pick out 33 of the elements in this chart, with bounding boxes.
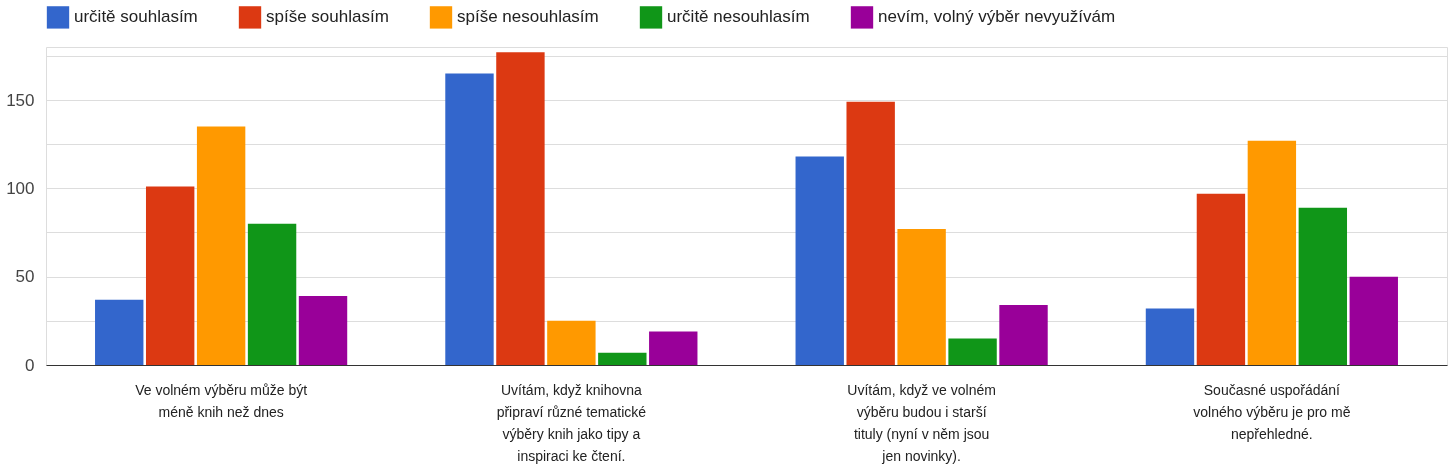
bar xyxy=(145,186,195,365)
bar xyxy=(598,352,647,365)
legend-label: spíše nesouhlasím xyxy=(457,7,599,27)
bar xyxy=(897,228,946,365)
bar xyxy=(196,126,246,365)
bar xyxy=(795,156,844,365)
bar xyxy=(1349,276,1398,365)
bar xyxy=(247,223,297,365)
bar xyxy=(1247,140,1297,365)
bar xyxy=(1298,207,1348,365)
legend-label: určitě nesouhlasím xyxy=(667,7,810,27)
bar xyxy=(496,52,545,365)
bar xyxy=(547,320,596,365)
x-tick-label: Současné uspořádání volného výběru je pro mě nepřehledné. xyxy=(1193,381,1351,442)
bar xyxy=(948,338,997,365)
x-tick-label: Uvítám, když ve volném výběru budou i starší tituly (nyní v něm jsou jen novinky). xyxy=(847,381,996,464)
x-tick-label: Ve volném výběru může být méně knih než dnes xyxy=(135,381,308,420)
x-tick-label: Uvítám, když knihovna připraví různé tematické výběry knih jako tipy a inspiraci ke čtení. xyxy=(496,381,647,464)
legend-label: nevím, volný výběr nevyužívám xyxy=(878,7,1116,27)
bar xyxy=(1196,193,1246,365)
bar xyxy=(999,304,1048,365)
y-tick-label: 100 xyxy=(6,178,35,198)
bar xyxy=(298,296,348,365)
bar xyxy=(445,73,494,365)
bar xyxy=(95,299,144,365)
bar xyxy=(846,101,895,365)
legend-label: spíše souhlasím xyxy=(266,7,389,27)
y-tick-label: 150 xyxy=(6,90,35,110)
y-tick-label: 0 xyxy=(25,355,35,375)
bar xyxy=(649,331,698,365)
bar xyxy=(1145,308,1195,365)
y-tick-label: 50 xyxy=(15,267,35,287)
legend-label: určitě souhlasím xyxy=(74,7,198,27)
